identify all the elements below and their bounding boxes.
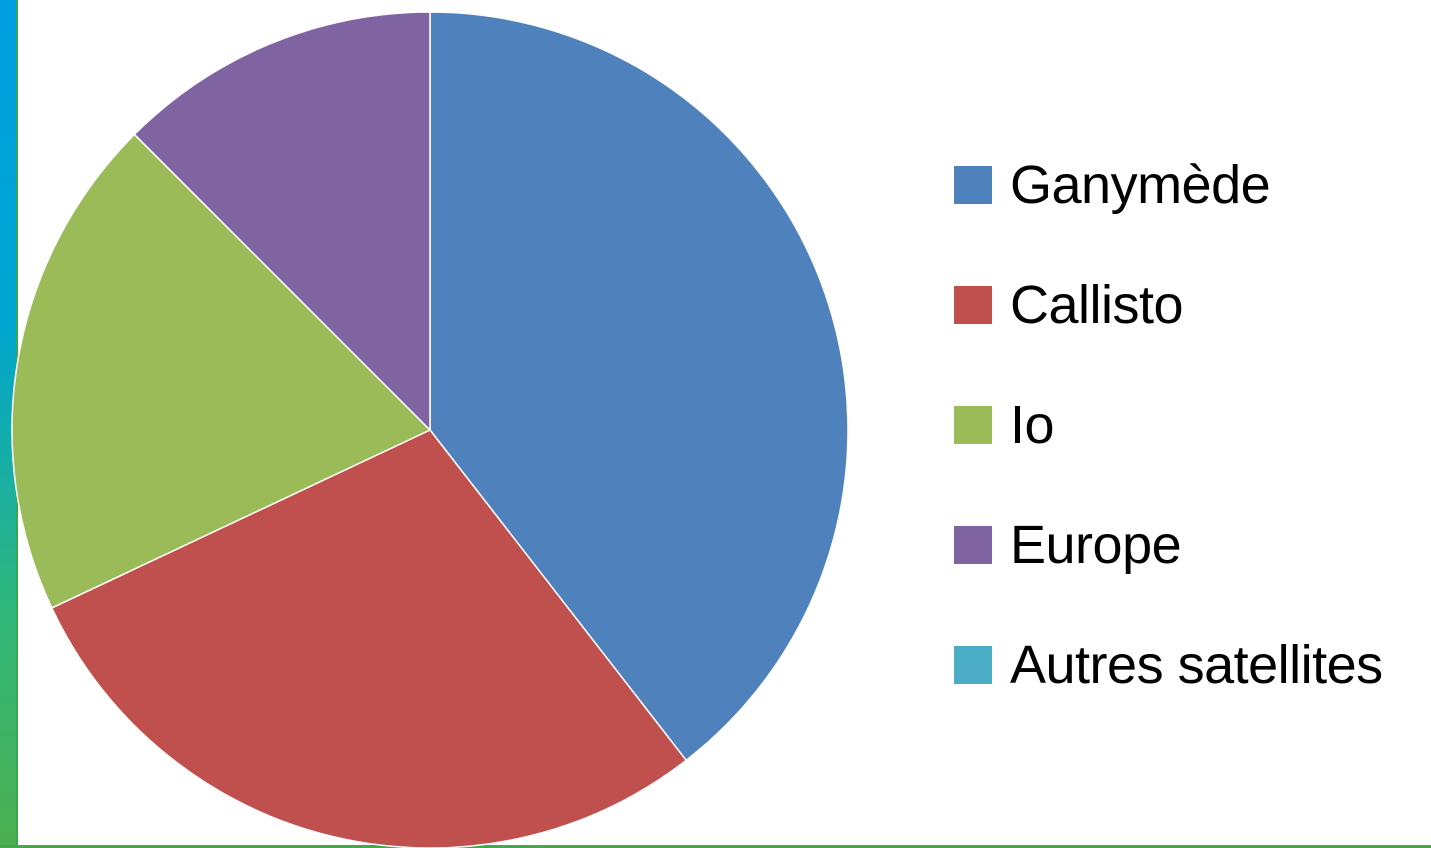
legend-item-autres-satellites: Autres satellites — [954, 630, 1383, 700]
pie-slice-europe — [133, 11, 431, 431]
legend-label-ganymede: Ganymède — [1010, 155, 1271, 215]
legend-swatch-ganymede — [954, 166, 992, 204]
legend-label-callisto: Callisto — [1010, 275, 1184, 335]
legend-label-europe: Europe — [1010, 515, 1182, 575]
legend-item-callisto: Callisto — [954, 270, 1184, 340]
bottom-edge-accent — [0, 845, 1431, 848]
legend: Ganymède Callisto Io Europe Autres satellite… — [954, 130, 1424, 750]
legend-swatch-autres-satellites — [954, 646, 992, 684]
legend-label-io: Io — [1010, 395, 1055, 455]
pie-slice-ganymede — [429, 11, 849, 762]
legend-swatch-callisto — [954, 286, 992, 324]
legend-swatch-europe — [954, 526, 992, 564]
pie-slice-callisto — [51, 429, 687, 848]
legend-swatch-io — [954, 406, 992, 444]
legend-item-ganymede: Ganymède — [954, 150, 1271, 220]
legend-item-io: Io — [954, 390, 1055, 460]
pie-slice-io — [11, 133, 431, 609]
legend-item-europe: Europe — [954, 510, 1182, 580]
legend-label-autres-satellites: Autres satellites — [1010, 635, 1383, 695]
pie-slices — [11, 11, 849, 848]
